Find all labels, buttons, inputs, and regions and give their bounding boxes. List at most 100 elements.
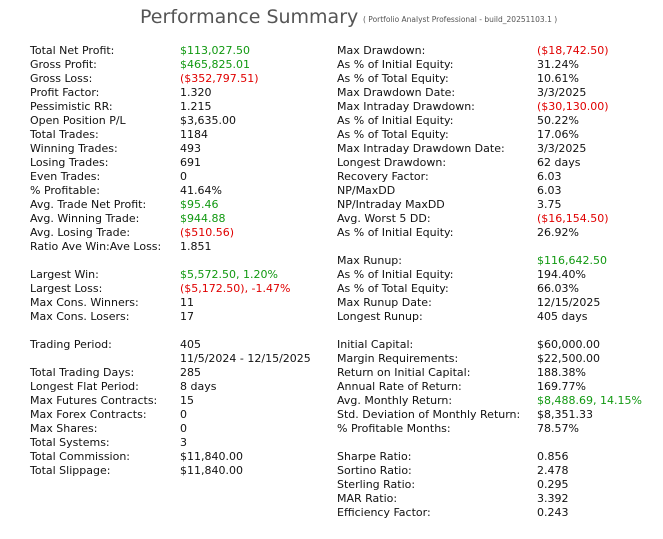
metric-value: 169.77%: [537, 380, 586, 393]
metric-label: As % of Total Equity:: [337, 282, 449, 295]
metric-label: Gross Loss:: [30, 72, 93, 85]
metric-value: $465,825.01: [180, 58, 250, 71]
metric-value: 11/5/2024 - 12/15/2025: [180, 352, 311, 365]
metric-value: 1.320: [180, 86, 212, 99]
metric-label: Return on Initial Capital:: [337, 366, 471, 379]
metric-label: Sortino Ratio:: [337, 464, 412, 477]
metric-label: Max Cons. Losers:: [30, 310, 130, 323]
metric-label: Max Runup:: [337, 254, 402, 267]
metric-label: Total Trading Days:: [30, 366, 135, 379]
metric-label: Largest Win:: [30, 268, 99, 281]
metric-label: Max Futures Contracts:: [30, 394, 158, 407]
metric-label: As % of Initial Equity:: [337, 226, 454, 239]
metric-label: Even Trades:: [30, 170, 101, 183]
metric-value: 0.295: [537, 478, 569, 491]
metric-value: 194.40%: [537, 268, 586, 281]
metric-label: Max Drawdown:: [337, 44, 426, 57]
metric-label: Margin Requirements:: [337, 352, 459, 365]
metric-value: ($16,154.50): [537, 212, 609, 225]
metric-label: Avg. Winning Trade:: [30, 212, 140, 225]
metric-value: 188.38%: [537, 366, 586, 379]
metric-label: Max Intraday Drawdown:: [337, 100, 475, 113]
metric-value: $95.46: [180, 198, 219, 211]
metric-label: Gross Profit:: [30, 58, 97, 71]
metric-value: $3,635.00: [180, 114, 236, 127]
metric-label: Open Position P/L: [30, 114, 126, 127]
metric-value: $8,351.33: [537, 408, 593, 421]
title: Performance Summary: [140, 6, 359, 28]
metric-label: % Profitable:: [30, 184, 100, 197]
metric-label: Total Commission:: [30, 450, 131, 463]
metric-value: 0.243: [537, 506, 569, 519]
metric-value: 50.22%: [537, 114, 579, 127]
metric-label: Max Forex Contracts:: [30, 408, 147, 421]
subtitle: ( Portfolio Analyst Professional - build…: [363, 15, 558, 24]
metric-label: Trading Period:: [30, 338, 112, 351]
metric-value: $22,500.00: [537, 352, 600, 365]
metric-label: Max Runup Date:: [337, 296, 432, 309]
metric-value: 11: [180, 296, 194, 309]
metric-value: 26.92%: [537, 226, 579, 239]
metric-value: 493: [180, 142, 201, 155]
metric-label: NP/Intraday MaxDD: [337, 198, 445, 211]
metric-label: As % of Initial Equity:: [337, 114, 454, 127]
metric-label: Longest Drawdown:: [337, 156, 447, 169]
metric-label: Ratio Ave Win:Ave Loss:: [30, 240, 162, 253]
metric-label: Total Trades:: [30, 128, 99, 141]
metric-value: $8,488.69, 14.15%: [537, 394, 642, 407]
metric-label: Losing Trades:: [30, 156, 109, 169]
metric-value: 6.03: [537, 170, 562, 183]
metric-value: 78.57%: [537, 422, 579, 435]
metric-value: 3.75: [537, 198, 562, 211]
metric-value: 10.61%: [537, 72, 579, 85]
metric-value: 285: [180, 366, 201, 379]
metric-value: 2.478: [537, 464, 569, 477]
metric-value: $944.88: [180, 212, 226, 225]
metric-value: 17.06%: [537, 128, 579, 141]
metric-value: ($30,130.00): [537, 100, 609, 113]
metric-value: ($5,172.50), -1.47%: [180, 282, 291, 295]
metric-label: Max Intraday Drawdown Date:: [337, 142, 505, 155]
metric-value: 17: [180, 310, 194, 323]
metric-label: Avg. Losing Trade:: [30, 226, 131, 239]
metric-label: As % of Initial Equity:: [337, 268, 454, 281]
metric-label: Std. Deviation of Monthly Return:: [337, 408, 521, 421]
metric-value: $116,642.50: [537, 254, 607, 267]
metric-value: 6.03: [537, 184, 562, 197]
metric-label: As % of Total Equity:: [337, 72, 449, 85]
metric-label: Largest Loss:: [30, 282, 103, 295]
metric-label: As % of Total Equity:: [337, 128, 449, 141]
metric-label: Pessimistic RR:: [30, 100, 113, 113]
metric-label: Total Systems:: [30, 436, 110, 449]
metric-value: 66.03%: [537, 282, 579, 295]
metric-value: 0: [180, 408, 187, 421]
metric-value: $113,027.50: [180, 44, 250, 57]
metric-label: Avg. Trade Net Profit:: [30, 198, 147, 211]
metric-label: Max Cons. Winners:: [30, 296, 139, 309]
metric-label: Profit Factor:: [30, 86, 100, 99]
metric-value: ($18,742.50): [537, 44, 609, 57]
metric-label: Max Drawdown Date:: [337, 86, 456, 99]
metric-value: 31.24%: [537, 58, 579, 71]
metric-value: 1.851: [180, 240, 212, 253]
metric-value: ($352,797.51): [180, 72, 259, 85]
metric-value: $11,840.00: [180, 464, 243, 477]
metric-value: $5,572.50, 1.20%: [180, 268, 278, 281]
metric-value: 0: [180, 170, 187, 183]
metric-value: 0.856: [537, 450, 569, 463]
metric-value: 15: [180, 394, 194, 407]
metric-label: Sharpe Ratio:: [337, 450, 412, 463]
metric-value: 12/15/2025: [537, 296, 601, 309]
metric-value: 3/3/2025: [537, 86, 587, 99]
metric-label: Sterling Ratio:: [337, 478, 416, 491]
metric-value: 1184: [180, 128, 208, 141]
metric-value: 691: [180, 156, 201, 169]
metric-value: 1.215: [180, 100, 212, 113]
metric-value: ($510.56): [180, 226, 235, 239]
metric-label: Total Slippage:: [30, 464, 111, 477]
metric-value: 0: [180, 422, 187, 435]
metric-label: Max Shares:: [30, 422, 98, 435]
metric-value: 41.64%: [180, 184, 222, 197]
metric-value: $11,840.00: [180, 450, 243, 463]
